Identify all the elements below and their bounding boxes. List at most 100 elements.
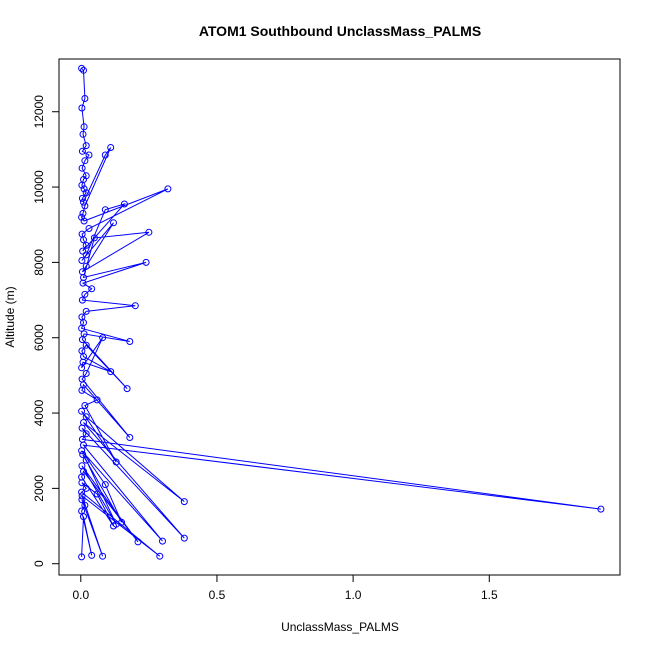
data-point [78,104,86,112]
data-point [80,66,87,74]
data-point [99,552,107,560]
data-point [78,447,86,455]
series-line [80,68,601,557]
y-axis-label: Altitude (m) [3,286,17,347]
data-point [126,434,134,441]
data-point [78,407,86,415]
x-axis: 0.0 0.5 1.0 1.5 [72,574,498,602]
data-point [101,481,109,489]
data-point [82,251,90,259]
data-point [78,257,86,264]
data-point [88,285,96,293]
data-point [99,334,107,342]
data-point [134,538,142,546]
data-point [78,194,86,202]
data-point [82,430,90,438]
data-point [107,368,115,376]
data-point [145,228,153,236]
data-point [126,338,134,345]
data-point [78,296,86,304]
data-point [159,537,166,545]
y-tick-label: 12000 [32,95,46,129]
data-point [80,198,87,206]
data-point [597,505,605,513]
y-tick-label: 8000 [32,249,46,276]
data-point [120,200,128,208]
data-point [107,144,115,151]
data-point [78,147,86,155]
data-point [80,185,88,193]
plot-frame [58,58,621,576]
data-point [78,364,86,372]
data-point [131,302,139,310]
data-point [110,219,117,227]
data-point [82,307,90,315]
data-point [81,402,89,409]
data-point [81,95,89,102]
data-point [81,202,89,210]
y-tick-label: 6000 [32,324,46,351]
data-point [82,189,90,197]
data-point [82,484,90,492]
data-point [79,247,87,255]
data-point [78,488,86,496]
data-point [78,336,86,344]
data-point [101,206,109,214]
data-point [88,551,96,559]
x-axis-label: UnclassMass_PALMS [281,620,399,634]
x-tick-label: 0.0 [72,588,89,602]
data-point [78,64,86,72]
data-point [78,553,86,561]
data-point [82,413,90,421]
data-point [82,456,90,464]
data-point [81,157,89,165]
data-point [78,496,86,504]
data-point [78,424,86,432]
y-tick-label: 10000 [32,170,46,204]
data-point [110,522,117,530]
data-point [81,290,89,298]
data-point [78,164,86,172]
data-point [82,142,90,150]
data-point [82,262,90,270]
data-point [78,324,86,332]
data-point [79,451,87,458]
data-point [79,209,87,217]
x-tick-label: 1.5 [481,588,498,602]
data-point [85,151,93,159]
series-layer [78,64,605,561]
data-point [156,552,164,560]
y-tick-label: 2000 [32,475,46,502]
data-point [78,492,86,500]
data-point [142,258,150,266]
data-point [180,498,188,506]
data-point [93,490,101,498]
data-point [112,458,120,466]
data-point [82,370,90,377]
data-point [81,501,89,509]
data-point [80,217,88,225]
data-point [82,241,90,249]
data-point [80,236,87,244]
data-point [78,386,86,394]
x-tick-label: 0.5 [209,588,226,602]
y-axis: 0 2000 4000 6000 8000 10000 12000 [32,95,60,567]
data-point [79,130,87,138]
data-point [101,151,109,159]
data-point [80,513,87,521]
data-point [85,225,93,232]
y-tick-label: 0 [32,560,46,567]
data-point [180,534,188,542]
chart-title: ATOM1 Southbound UnclassMass_PALMS [199,23,481,39]
data-point [78,181,86,189]
data-point [93,396,101,404]
data-point [79,279,87,287]
data-point [80,123,88,131]
y-tick-label: 4000 [32,399,46,426]
data-point [90,234,98,242]
data-point [164,185,172,193]
x-tick-label: 1.0 [345,588,362,602]
data-point [78,479,86,487]
